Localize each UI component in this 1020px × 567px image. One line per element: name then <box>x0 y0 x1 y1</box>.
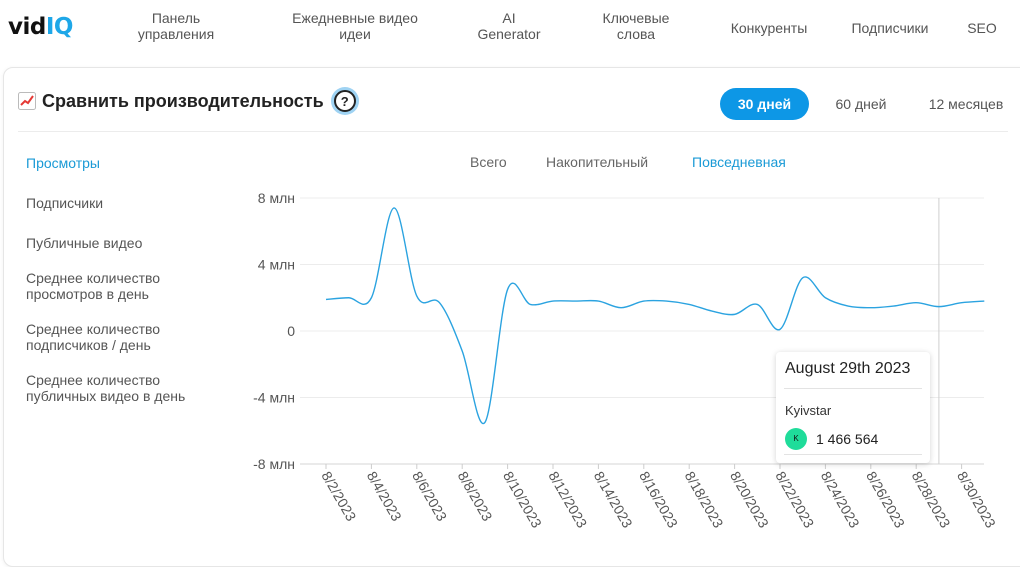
x-tick-label: 8/12/2023 <box>545 469 590 531</box>
x-tick-label: 8/10/2023 <box>500 469 545 531</box>
nav-item-daily-ideas[interactable]: Ежедневные видео идеи <box>292 10 418 42</box>
card-title-text: Сравнить производительность <box>42 90 324 111</box>
data-point <box>937 305 940 308</box>
metric-views[interactable]: Просмотры <box>26 155 100 171</box>
y-tick-label: -8 млн <box>253 456 295 472</box>
tooltip-bottom-divider <box>784 454 922 455</box>
metric-avg-videos-per-day[interactable]: Среднее количество публичных видео в день <box>26 372 186 404</box>
data-point <box>847 305 850 308</box>
metric-avg-subscribers-per-day[interactable]: Среднее количество подписчиков / день <box>26 321 161 353</box>
x-tick-label: 8/24/2023 <box>818 469 863 531</box>
data-point <box>869 306 872 309</box>
card-title: Сравнить производительность ? <box>18 90 356 112</box>
data-point <box>983 300 986 303</box>
data-point <box>574 300 577 303</box>
y-tick-label: 0 <box>287 323 295 339</box>
help-icon[interactable]: ? <box>333 90 356 112</box>
metric-subscribers[interactable]: Подписчики <box>26 195 104 211</box>
compare-performance-card <box>3 67 1020 567</box>
mode-tab-total[interactable]: Всего <box>470 154 507 170</box>
data-point <box>461 349 464 352</box>
data-point <box>370 296 373 299</box>
mode-tab-cumulative[interactable]: Накопительный <box>546 154 649 170</box>
x-tick-label: 8/20/2023 <box>727 469 772 531</box>
nav-item-ai-generator[interactable]: AI Generator <box>477 10 541 42</box>
data-point <box>506 288 509 291</box>
data-point <box>779 328 782 331</box>
range-60-days-button[interactable]: 60 дней <box>835 96 887 112</box>
data-point <box>393 206 396 209</box>
chart-tooltip: August 29th 2023 Kyivstar K 1 466 564 <box>776 352 930 463</box>
data-point <box>438 301 441 304</box>
data-point <box>552 300 555 303</box>
x-tick-label: 8/14/2023 <box>591 469 636 531</box>
x-tick-label: 8/6/2023 <box>409 469 450 524</box>
x-tick-label: 8/16/2023 <box>636 469 681 531</box>
nav-item-seo[interactable]: SEO <box>967 20 997 36</box>
data-point <box>642 300 645 303</box>
data-point <box>483 421 486 424</box>
x-tick-label: 8/28/2023 <box>909 469 954 531</box>
y-tick-label: 4 млн <box>258 257 295 273</box>
series-line-kyivstar <box>325 207 985 425</box>
data-point <box>915 301 918 304</box>
tooltip-divider <box>784 388 922 389</box>
metric-avg-views-per-day[interactable]: Среднее количество просмотров в день <box>26 270 161 302</box>
x-tick-label: 8/30/2023 <box>954 469 999 531</box>
data-point <box>892 305 895 308</box>
nav-item-dashboard[interactable]: Панель управления <box>137 10 215 42</box>
logo-text: vid <box>8 14 46 40</box>
chart-increasing-icon <box>18 92 36 110</box>
x-tick-label: 8/8/2023 <box>455 469 496 524</box>
tooltip-date: August 29th 2023 <box>785 360 911 377</box>
x-tick-label: 8/4/2023 <box>364 469 405 524</box>
x-tick-label: 8/26/2023 <box>863 469 908 531</box>
mode-tab-daily[interactable]: Повседневная <box>692 154 786 170</box>
data-point <box>529 303 532 306</box>
data-point <box>824 296 827 299</box>
y-tick-label: 8 млн <box>258 190 295 206</box>
x-tick-label: 8/18/2023 <box>682 469 727 531</box>
data-point <box>620 306 623 309</box>
nav-item-competitors[interactable]: Конкуренты <box>730 20 808 36</box>
vidiq-logo[interactable]: vidIQ <box>8 14 73 40</box>
x-tick-label: 8/22/2023 <box>772 469 817 531</box>
top-navigation: vidIQ Панель управления Ежедневные видео и… <box>0 0 1020 64</box>
data-point <box>801 276 804 279</box>
data-point <box>756 303 759 306</box>
tooltip-channel-avatar: K <box>785 428 807 450</box>
data-point <box>325 298 328 301</box>
data-point <box>665 300 668 303</box>
data-point <box>960 301 963 304</box>
nav-item-subscribers[interactable]: Подписчики <box>851 20 929 36</box>
nav-item-keywords[interactable]: Ключевые слова <box>602 10 670 42</box>
data-point <box>415 295 418 298</box>
data-point <box>688 303 691 306</box>
data-point <box>347 296 350 299</box>
logo-accent-text: IQ <box>45 14 74 40</box>
data-point <box>710 310 713 313</box>
range-30-days-button[interactable]: 30 дней <box>720 88 809 120</box>
metric-public-videos[interactable]: Публичные видео <box>26 235 143 251</box>
x-tick-label: 8/2/2023 <box>318 469 359 524</box>
range-12-months-button[interactable]: 12 месяцев <box>928 96 1004 112</box>
y-tick-label: -4 млн <box>253 390 295 406</box>
tooltip-channel-name: Kyivstar <box>785 403 832 418</box>
header-divider <box>18 131 1008 132</box>
data-point <box>733 313 736 316</box>
data-point <box>597 300 600 303</box>
tooltip-value: 1 466 564 <box>816 431 879 447</box>
